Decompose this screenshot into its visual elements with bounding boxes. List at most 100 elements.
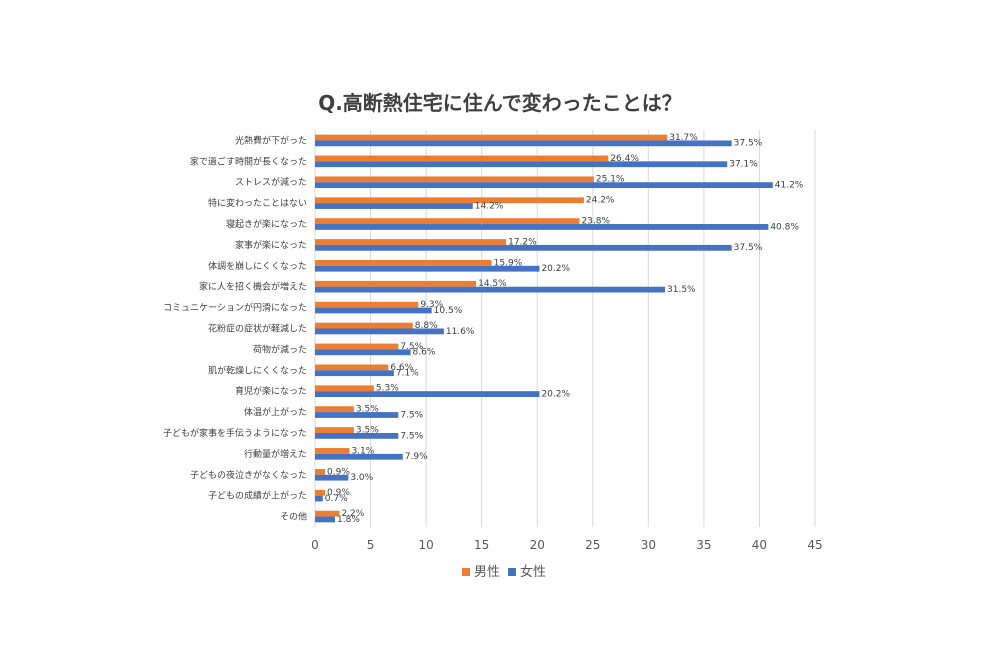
data-label: 41.2% xyxy=(775,181,804,191)
category-label: 家で過ごす時間が長くなった xyxy=(190,155,307,167)
x-axis-ticks: 0 5 10 15 20 25 30 35 40 45 xyxy=(311,538,822,552)
x-tick-label: 20 xyxy=(530,538,545,552)
x-tick-label: 40 xyxy=(752,538,767,552)
legend-label: 男性 xyxy=(474,565,500,580)
data-label: 2.2% xyxy=(341,509,364,519)
legend-swatch-male xyxy=(462,568,470,576)
bar-male xyxy=(315,406,354,413)
category-label: その他 xyxy=(280,511,307,523)
data-label: 20.2% xyxy=(541,264,570,274)
data-label: 1.8% xyxy=(337,515,360,525)
x-tick-label: 5 xyxy=(367,538,375,552)
bar-female xyxy=(315,349,411,356)
bar-male xyxy=(315,322,413,329)
bar-female xyxy=(315,224,769,230)
x-tick-label: 25 xyxy=(585,538,600,552)
bar-female xyxy=(315,161,728,168)
data-label: 37.1% xyxy=(729,160,758,170)
x-tick-label: 10 xyxy=(418,538,433,552)
bar-male xyxy=(315,280,477,287)
category-label: 光熱費が下がった xyxy=(235,134,307,146)
data-label: 14.2% xyxy=(475,201,504,211)
data-label: 3.1% xyxy=(351,446,374,456)
bar-female xyxy=(315,140,732,147)
category-label: 荷物が減った xyxy=(253,343,307,355)
category-label: 肌が乾燥しにくくなった xyxy=(208,364,307,376)
data-label: 7.5% xyxy=(400,431,423,441)
bars xyxy=(315,134,773,523)
bar-female xyxy=(315,412,399,418)
category-label: 花粉症の症状が軽減した xyxy=(208,323,307,335)
category-label: 子どもの成績が上がった xyxy=(208,490,307,502)
bar-female xyxy=(315,203,473,209)
data-label: 9.3% xyxy=(420,300,443,310)
bar-male xyxy=(315,468,325,475)
category-label: 特に変わったことはない xyxy=(208,197,307,209)
data-label: 25.1% xyxy=(596,175,625,185)
data-label: 31.7% xyxy=(669,133,698,143)
data-label: 7.5% xyxy=(400,410,423,420)
gridlines xyxy=(314,130,816,527)
data-label: 3.5% xyxy=(356,405,379,415)
x-tick-label: 15 xyxy=(474,538,489,552)
data-label: 0.9% xyxy=(327,488,350,498)
data-label: 7.9% xyxy=(405,452,428,462)
category-label: 子どもが家事を手伝うようになった xyxy=(163,427,307,439)
bar-female xyxy=(315,370,394,377)
data-label: 7.1% xyxy=(396,369,419,379)
chart-title: Q.高断熱住宅に住んで変わったことは？ xyxy=(318,91,682,115)
bar-male xyxy=(315,176,594,183)
bar-male xyxy=(315,343,399,350)
category-label: コミュニケーションが円滑になった xyxy=(163,302,307,314)
bar-female xyxy=(315,265,540,272)
category-label: 体温が上がった xyxy=(244,406,307,418)
bar-male xyxy=(315,489,325,496)
category-label: 行動量が増えた xyxy=(244,448,307,460)
data-label: 15.9% xyxy=(494,258,523,268)
bar-female xyxy=(315,474,349,481)
bar-female xyxy=(315,286,665,293)
data-label: 17.2% xyxy=(508,237,537,247)
x-tick-label: 35 xyxy=(696,538,711,552)
bar-female xyxy=(315,182,773,189)
data-label: 14.5% xyxy=(478,279,507,289)
data-label: 10.5% xyxy=(434,306,463,316)
x-tick-label: 30 xyxy=(641,538,656,552)
bar-male xyxy=(315,134,668,141)
data-label: 8.8% xyxy=(415,321,438,331)
bar-female xyxy=(315,516,335,523)
data-label: 0.7% xyxy=(325,494,348,504)
category-label: 寝起きが楽になった xyxy=(226,218,307,230)
category-labels: 光熱費が下がった家で過ごす時間が長くなったストレスが減った特に変わったことはない… xyxy=(163,134,307,522)
bar-female xyxy=(315,495,323,502)
data-label: 37.5% xyxy=(734,139,763,149)
category-label: 育児が楽になった xyxy=(235,385,307,397)
data-label: 3.5% xyxy=(356,425,379,435)
data-label: 20.2% xyxy=(541,389,570,399)
category-label: 子どもの夜泣きがなくなった xyxy=(190,469,307,481)
bar-female xyxy=(315,391,540,397)
data-label: 31.5% xyxy=(667,285,696,295)
bar-female xyxy=(315,432,399,439)
bar-male xyxy=(315,155,609,162)
category-label: ストレスが減った xyxy=(235,176,307,188)
data-label: 37.5% xyxy=(734,243,763,253)
x-tick-label: 45 xyxy=(807,538,822,552)
data-label: 7.5% xyxy=(400,342,423,352)
data-label: 24.2% xyxy=(586,196,615,206)
bar-male xyxy=(315,260,492,266)
bar-male xyxy=(315,301,419,308)
bar-male xyxy=(315,448,350,454)
legend-label: 女性 xyxy=(520,564,546,580)
data-label: 6.6% xyxy=(390,363,413,373)
data-label: 3.0% xyxy=(350,473,373,483)
category-label: 家に人を招く機会が増えた xyxy=(199,281,307,293)
x-tick-label: 0 xyxy=(311,538,319,552)
category-label: 家事が楽になった xyxy=(235,239,307,251)
data-labels: 31.7% 37.5% 26.4% 37.1% 25.1% 41.2% 24.2% 14.2%… xyxy=(325,133,804,525)
bar-male xyxy=(315,427,354,433)
data-label: 5.3% xyxy=(376,384,399,394)
legend: 男性 女性 xyxy=(462,564,546,580)
